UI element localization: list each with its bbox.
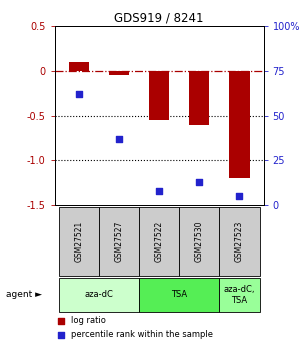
Text: GSM27522: GSM27522	[155, 221, 164, 262]
Text: GSM27521: GSM27521	[74, 221, 83, 262]
Text: aza-dC: aza-dC	[84, 290, 113, 299]
Bar	[189, 71, 209, 125]
Point	[76, 91, 81, 97]
Point	[237, 194, 242, 199]
Bar	[229, 71, 250, 178]
Bar	[109, 71, 129, 75]
Bar	[219, 207, 260, 276]
Point	[58, 318, 63, 324]
Bar	[68, 62, 89, 71]
Text: GSM27527: GSM27527	[114, 221, 123, 262]
Point	[116, 136, 121, 142]
Bar	[219, 278, 260, 312]
Text: GSM27523: GSM27523	[235, 221, 244, 262]
Title: GDS919 / 8241: GDS919 / 8241	[114, 12, 204, 25]
Bar	[58, 207, 99, 276]
Text: TSA: TSA	[171, 290, 187, 299]
Text: log ratio: log ratio	[71, 316, 106, 325]
Bar	[139, 207, 179, 276]
Point	[157, 188, 161, 194]
Bar	[139, 278, 219, 312]
Bar	[99, 207, 139, 276]
Point	[197, 179, 202, 185]
Text: agent ►: agent ►	[6, 290, 42, 299]
Bar	[149, 71, 169, 120]
Bar	[58, 278, 139, 312]
Text: percentile rank within the sample: percentile rank within the sample	[71, 330, 213, 339]
Text: aza-dC,
TSA: aza-dC, TSA	[224, 285, 255, 305]
Bar	[179, 207, 219, 276]
Point	[58, 332, 63, 337]
Text: GSM27530: GSM27530	[195, 221, 204, 262]
